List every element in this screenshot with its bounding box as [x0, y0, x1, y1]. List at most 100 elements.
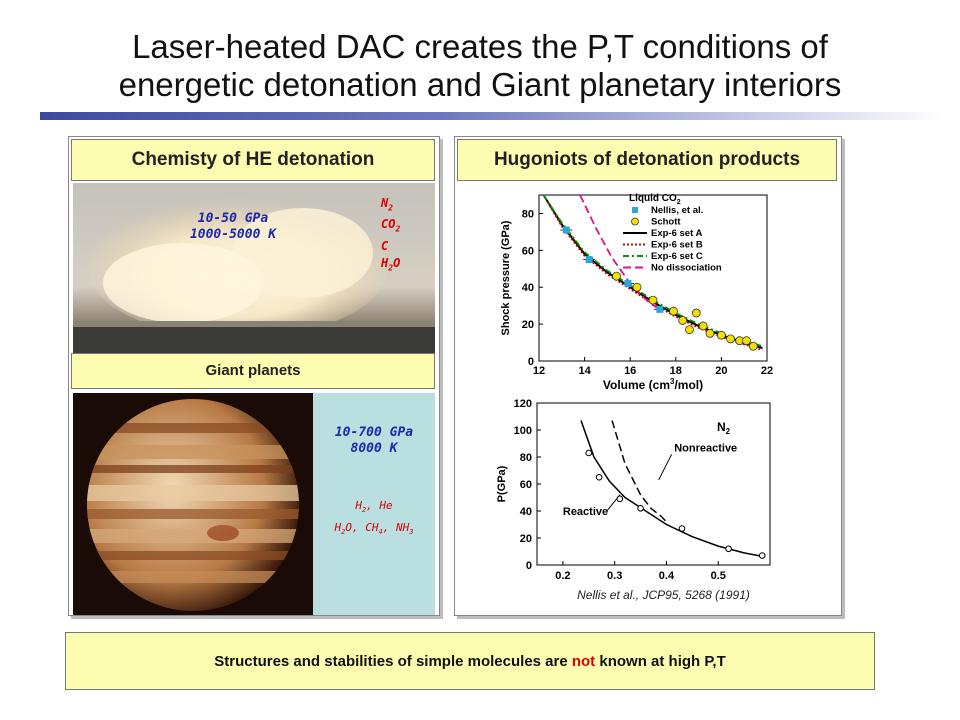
legend-label: Exp-6 set B — [651, 240, 703, 251]
nonreactive-label: Nonreactive — [674, 443, 737, 455]
y-tick-label: 60 — [520, 479, 532, 491]
schott-point — [678, 316, 688, 325]
n2-hugoniot-chart: 0.2 0.3 0.4 0.5 0 20 40 60 80 100 120 P(GPa) N2 Nonre… — [496, 398, 771, 602]
x-tick-label: 0.5 — [711, 570, 726, 582]
detonation-temperature: 1000-5000 K — [189, 227, 277, 242]
schott-point — [742, 336, 751, 346]
schott-point — [632, 282, 642, 292]
schott-point — [705, 328, 715, 338]
data-point — [758, 552, 766, 559]
x-tick-label: 18 — [670, 365, 682, 377]
legend-title-sub: 2 — [677, 199, 681, 206]
product-h2o-h: H — [381, 255, 389, 270]
x-axis-label-unit: /mol) — [674, 378, 703, 392]
x-tick-label: 0.2 — [555, 570, 570, 582]
schott-point — [612, 271, 621, 281]
legend-label: Exp-6 set C — [651, 251, 703, 262]
explosion-image: 10-50 GPa 1000-5000 K N2 CO2 C H2O — [73, 183, 435, 355]
x-tick-label: 22 — [761, 365, 773, 377]
x-tick-label: 14 — [578, 365, 591, 377]
right-panel: Hugoniots of detonation products 12 14 16 1… — [454, 136, 842, 616]
y-tick-label: 60 — [522, 245, 534, 257]
legend-label: No dissociation — [651, 263, 722, 274]
giant-planets-header: Giant planets — [71, 353, 435, 389]
y-tick-label: 0 — [528, 356, 534, 368]
explosion-cloud — [73, 198, 435, 355]
y-axis-label: Shock pressure (GPa) — [500, 220, 512, 335]
x-tick-label: 20 — [715, 365, 727, 377]
nonreactive-arrow — [658, 454, 673, 481]
title-underline — [40, 112, 945, 120]
legend-marker — [632, 207, 638, 213]
conclusion-box: Structures and stabilities of simple mol… — [65, 632, 875, 690]
title-line-2: energetic detonation and Giant planetary… — [118, 66, 842, 103]
planet-pressure: 10-700 GPa — [334, 425, 414, 440]
x-tick-label: 0.3 — [607, 570, 622, 582]
jupiter-icon — [87, 399, 299, 611]
schott-point — [685, 325, 694, 335]
product-c: C — [381, 238, 389, 253]
legend-title-text: Liquid CO — [629, 193, 677, 204]
reactive-arrow — [606, 494, 621, 512]
schott-point — [698, 321, 708, 331]
schott-point — [726, 334, 735, 344]
planet-panel: 10-700 GPa 8000 K H2, He H2O, CH4, NH3 — [73, 393, 435, 615]
x-tick-label: 12 — [533, 365, 545, 377]
y-tick-label: 100 — [514, 425, 532, 437]
y-tick-label: 40 — [520, 506, 532, 518]
schott-point — [648, 295, 658, 305]
planet-species: H2, He H2O, CH4, NH3 — [334, 499, 414, 537]
product-h2o-o: O — [393, 255, 401, 270]
title-line-1: Laser-heated DAC creates the P,T conditi… — [132, 28, 828, 65]
schott-point — [691, 308, 701, 318]
nellis-point — [562, 226, 570, 234]
schott-point — [716, 330, 726, 340]
conclusion-not: not — [571, 652, 596, 670]
y-tick-label: 20 — [522, 319, 534, 331]
schott-point — [669, 306, 678, 316]
data-point — [725, 545, 732, 553]
schott-point — [748, 341, 758, 351]
x-axis-label-text: Volume (cm — [603, 378, 670, 392]
planet-conditions: 10-700 GPa 8000 K — [313, 425, 435, 457]
x-axis-label-sup: 3 — [670, 377, 675, 386]
left-panel: Chemisty of HE detonation 10-50 GPa 1000… — [68, 136, 440, 616]
legend-title: Liquid CO2 — [629, 193, 681, 206]
x-tick-label: 16 — [624, 365, 636, 377]
slide-title: Laser-heated DAC creates the P,T conditi… — [0, 28, 960, 104]
y-tick-label: 80 — [520, 452, 532, 464]
jupiter-image — [73, 393, 313, 615]
nellis-point — [624, 280, 632, 288]
y-tick-label: 20 — [520, 533, 532, 545]
conclusion-text-1: Structures and stabilities of simple mol… — [214, 652, 572, 670]
hugoniot-header: Hugoniots of detonation products — [457, 139, 837, 181]
detonation-conditions: 10-50 GPa 1000-5000 K — [153, 211, 313, 243]
detonation-products: N2 CO2 C H2O — [381, 196, 401, 273]
legend-label: Schott — [651, 217, 681, 228]
x-axis-label: Volume (cm3/mol) — [603, 377, 703, 392]
product-n2: N — [381, 196, 389, 210]
co2-hugoniot-chart: 12 14 16 18 20 22 0 20 40 60 80 Volume (cm3/mol) Sho… — [500, 193, 773, 392]
y-tick-label: 40 — [522, 282, 534, 294]
n2-label-text: N — [717, 420, 726, 434]
product-co2: CO — [381, 217, 396, 232]
n2-label: N2 — [717, 420, 731, 436]
legend-label: Exp-6 set A — [651, 228, 703, 239]
legend-label: Nellis, et al. — [651, 205, 703, 216]
plot-frame — [538, 194, 768, 362]
y-tick-label: 0 — [526, 560, 532, 572]
x-tick-label: 0.4 — [659, 570, 675, 582]
series-line-nonreactive — [611, 420, 667, 523]
y-tick-label: 80 — [522, 208, 534, 220]
y-axis-label: P(GPa) — [496, 465, 508, 502]
detonation-header: Chemisty of HE detonation — [71, 139, 435, 181]
plot-frame — [536, 402, 771, 566]
data-point — [595, 473, 603, 481]
nellis-point — [585, 256, 593, 264]
series-line-no-dissociation — [579, 194, 663, 312]
detonation-pressure: 10-50 GPa — [197, 211, 269, 226]
data-point — [585, 449, 593, 457]
nellis-point — [656, 305, 664, 313]
n2-label-sub: 2 — [726, 427, 731, 436]
reactive-label: Reactive — [563, 506, 608, 518]
